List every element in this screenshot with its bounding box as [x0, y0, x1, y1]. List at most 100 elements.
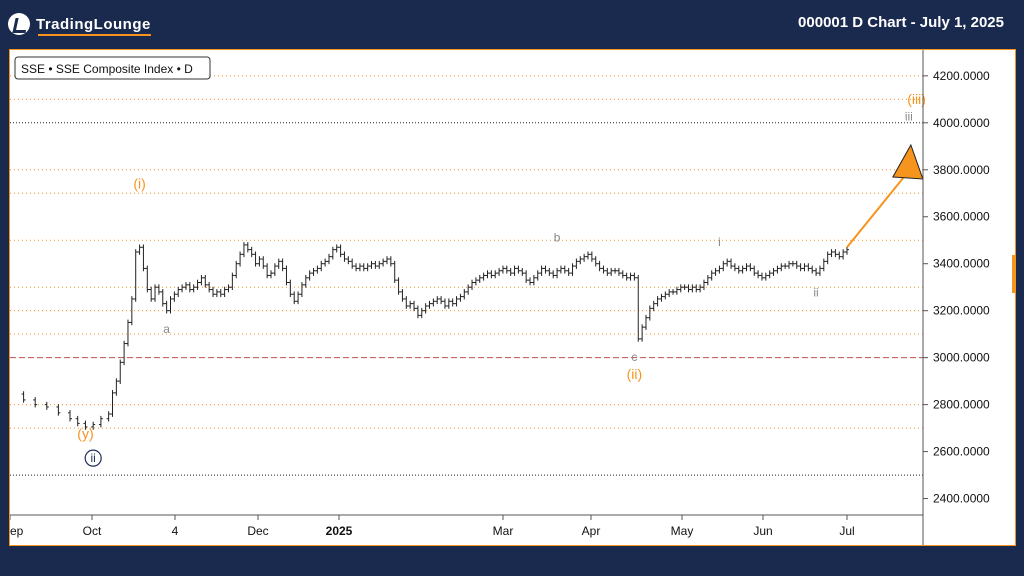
price-bar — [381, 258, 386, 267]
chart-frame[interactable]: (i) (y) ii a b c (ii) i ii iii (iii) 4200.0000 4000… — [9, 49, 1016, 546]
price-bar — [303, 274, 308, 288]
price-bar — [323, 258, 328, 267]
price-bar — [311, 267, 316, 276]
price-bar — [794, 260, 799, 269]
price-bar — [725, 258, 730, 267]
price-bar — [558, 265, 563, 274]
price-bar — [551, 270, 556, 279]
wave-label-1: (y) — [77, 426, 93, 442]
wave-label-5: c — [631, 350, 637, 364]
price-bar — [524, 270, 529, 283]
price-bar — [837, 251, 842, 260]
price-bar — [412, 300, 417, 312]
projection-arrow-shaft — [846, 170, 910, 248]
y-tick-label: 2600.0000 — [933, 445, 990, 459]
price-bar — [775, 265, 780, 274]
y-axis-ticks: 4200.0000 4000.0000 3800.0000 3600.0000 3400… — [923, 69, 990, 506]
chart-title: 000001 D Chart - July 1, 2025 — [798, 14, 1004, 31]
x-tick-label: May — [671, 524, 694, 538]
price-bar — [582, 253, 587, 262]
price-bar — [153, 284, 158, 302]
price-bar — [543, 265, 548, 274]
price-bar — [442, 298, 447, 309]
wave-label-2: ii — [91, 451, 96, 465]
price-bar — [504, 265, 509, 274]
price-bar — [122, 340, 127, 366]
price-bar — [740, 265, 745, 274]
x-tick-label: Jul — [839, 524, 854, 538]
price-bar — [632, 272, 637, 281]
price-bar — [806, 263, 811, 272]
price-bar — [149, 286, 154, 302]
price-bar — [67, 410, 72, 422]
price-bar — [825, 251, 830, 265]
price-bar — [759, 272, 764, 281]
price-bar — [431, 298, 436, 307]
x-tick-label: Oct — [83, 524, 102, 538]
price-bar — [125, 319, 130, 347]
price-bar — [156, 284, 161, 295]
price-bar — [790, 260, 795, 267]
price-bar — [307, 270, 312, 281]
price-bar — [439, 296, 444, 305]
scrollbar-handle[interactable] — [1012, 255, 1015, 293]
price-bar — [230, 272, 235, 291]
price-bar — [226, 284, 231, 293]
price-bar — [110, 390, 115, 417]
price-bar — [535, 270, 540, 281]
price-bar — [384, 256, 389, 265]
price-bar — [365, 263, 370, 272]
price-bar — [613, 267, 618, 274]
x-tick-label: Jun — [753, 524, 772, 538]
price-bar — [694, 284, 699, 293]
price-bar — [833, 249, 838, 258]
price-bar — [585, 251, 590, 260]
price-bar — [199, 274, 204, 286]
price-bar — [686, 284, 691, 293]
price-bar — [249, 246, 254, 258]
price-bar — [640, 324, 645, 342]
price-bar — [512, 265, 517, 276]
price-bar — [473, 277, 478, 286]
wave-label-4: b — [554, 230, 561, 244]
x-tick-label: Mar — [493, 524, 514, 538]
y-tick-label: 2800.0000 — [933, 398, 990, 412]
price-bar — [659, 293, 664, 302]
price-bar — [709, 270, 714, 281]
y-tick-label: 3400.0000 — [933, 257, 990, 271]
price-bar — [628, 272, 633, 281]
price-bar — [736, 265, 741, 274]
price-bar — [454, 296, 459, 307]
price-bar — [137, 244, 142, 255]
price-bar — [350, 258, 355, 269]
price-bar — [767, 270, 772, 279]
price-bar — [427, 300, 432, 309]
price-bar — [624, 272, 629, 281]
price-bar — [701, 279, 706, 291]
price-bar — [609, 267, 614, 276]
price-bar — [222, 286, 227, 298]
price-bar — [83, 420, 88, 430]
price-bar — [203, 274, 208, 288]
brand-logo[interactable]: TradingLounge — [8, 10, 151, 38]
price-bar — [118, 359, 123, 384]
price-bar — [566, 267, 571, 276]
price-bar — [698, 284, 703, 293]
price-bar — [462, 289, 467, 300]
brand-name: TradingLounge — [36, 15, 151, 33]
price-bar — [245, 242, 250, 253]
price-bar — [330, 246, 335, 260]
price-bar — [114, 378, 119, 396]
price-bar — [489, 270, 494, 279]
price-bar — [756, 270, 761, 279]
price-bar — [33, 397, 38, 408]
price-bar — [810, 265, 815, 274]
x-tick-label: Apr — [582, 524, 601, 538]
price-bar — [187, 282, 192, 293]
price-bar — [508, 267, 513, 276]
price-bar — [168, 296, 173, 314]
price-bar — [269, 270, 274, 279]
wave-label-0: (i) — [133, 176, 145, 192]
price-bar — [690, 284, 695, 293]
